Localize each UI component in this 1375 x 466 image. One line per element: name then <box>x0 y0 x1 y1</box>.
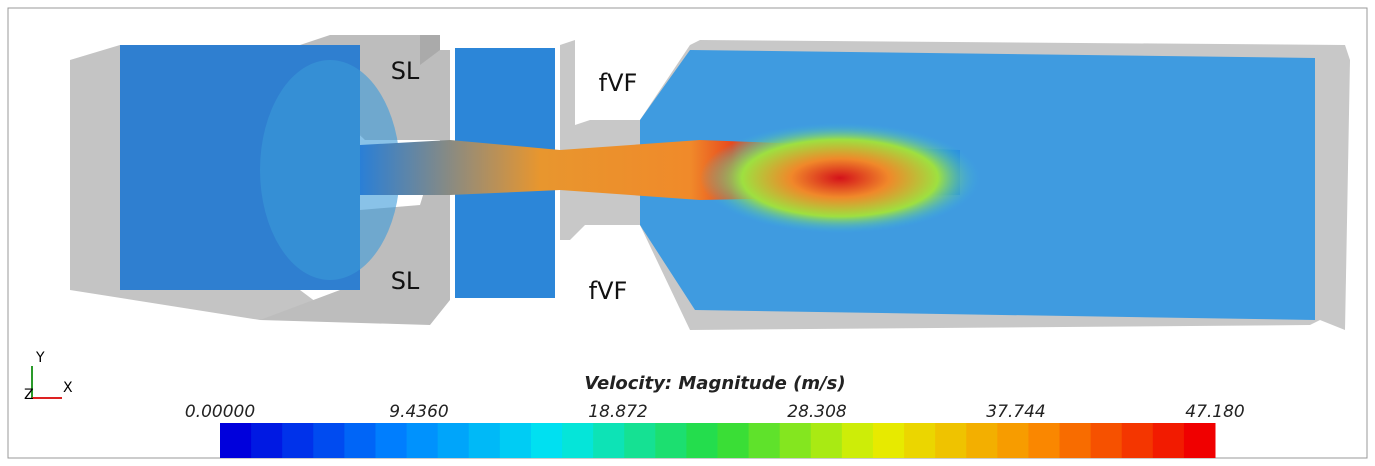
region-label: fVF <box>599 69 638 97</box>
colorbar-tick-label: 18.872 <box>588 402 647 422</box>
colorbar-swatch <box>718 423 750 458</box>
colorbar-tick-label: 37.744 <box>986 402 1045 422</box>
region-label: fVF <box>589 277 628 305</box>
colorbar-swatch <box>438 423 470 458</box>
colorbar-tick-label: 28.308 <box>787 402 847 422</box>
colorbar-swatch <box>1091 423 1123 458</box>
colorbar-swatch <box>655 423 687 458</box>
colorbar-swatch <box>842 423 874 458</box>
triad-label: Y <box>35 350 45 366</box>
colorbar-swatch <box>1184 423 1216 458</box>
colorbar-swatch <box>811 423 843 458</box>
triad-label: X <box>63 380 73 396</box>
colorbar-swatch <box>282 423 314 458</box>
colorbar-swatch <box>531 423 563 458</box>
colorbar-swatch <box>904 423 936 458</box>
colorbar-swatch <box>935 423 967 458</box>
colorbar-tick-label: 0.00000 <box>185 402 255 422</box>
page: SL SL fVF fVF Y Z X Velocity: Magnitude … <box>0 0 1375 466</box>
colorbar-swatch <box>1060 423 1092 458</box>
colorbar-tick-label: 9.4360 <box>389 402 448 422</box>
jet-hotspot <box>700 123 980 233</box>
colorbar-swatch <box>220 423 252 458</box>
colorbar-swatch <box>873 423 905 458</box>
colorbar-swatch <box>966 423 998 458</box>
colorbar-swatch <box>1028 423 1060 458</box>
colorbar-swatch <box>469 423 501 458</box>
colorbar-swatch <box>1122 423 1154 458</box>
colorbar-swatch <box>313 423 345 458</box>
render-view: SL SL fVF fVF Y Z X Velocity: Magnitude … <box>0 0 1375 466</box>
colorbar-tick-label: 47.180 <box>1185 402 1244 422</box>
colorbar-swatch <box>997 423 1029 458</box>
region-label: SL <box>391 57 420 85</box>
colorbar-swatch <box>780 423 812 458</box>
colorbar-swatch <box>1153 423 1185 458</box>
triad-label: Z <box>24 387 34 403</box>
colorbar-swatch <box>624 423 656 458</box>
colorbar-swatch <box>686 423 718 458</box>
colorbar-swatch <box>500 423 532 458</box>
colorbar-swatch <box>251 423 283 458</box>
colorbar-swatch <box>407 423 439 458</box>
colorbar-title: Velocity: Magnitude (m/s) <box>584 373 845 394</box>
colorbar-swatch <box>344 423 376 458</box>
colorbar-swatch <box>562 423 594 458</box>
colorbar-swatch <box>375 423 407 458</box>
colorbar-swatch <box>749 423 781 458</box>
region-label: SL <box>391 267 420 295</box>
colorbar-swatch <box>593 423 625 458</box>
